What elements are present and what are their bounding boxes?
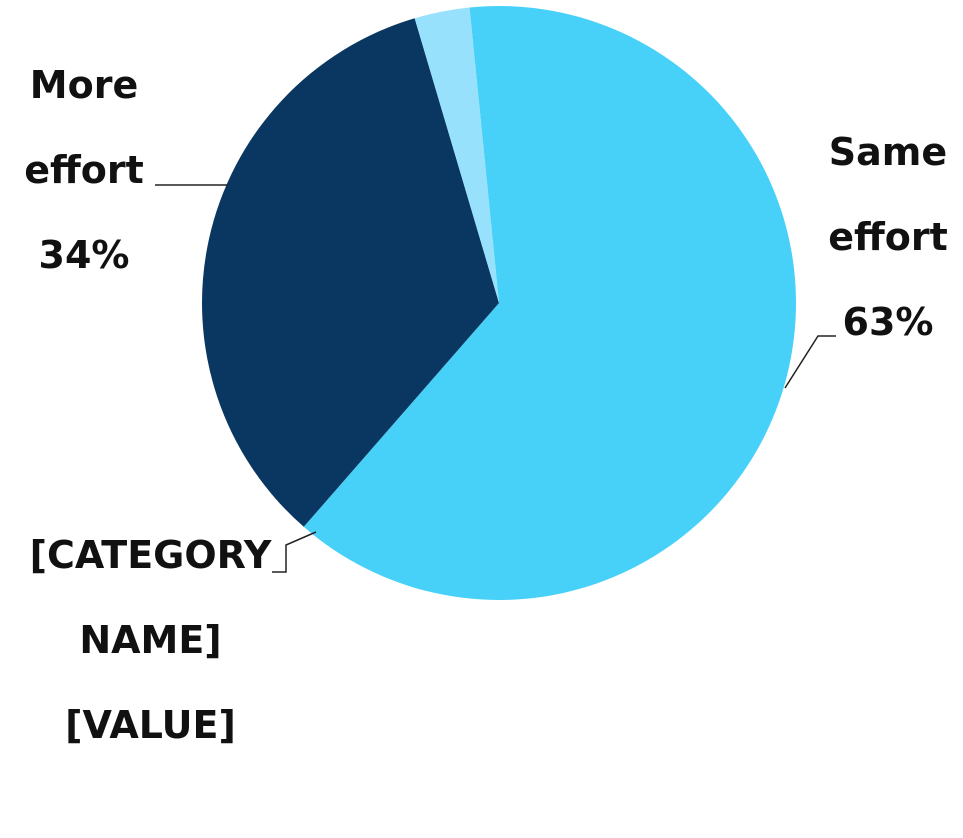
category-label: Same effort <box>828 130 948 259</box>
category-label: [CATEGORY NAME] <box>29 533 272 662</box>
value-label: 63% <box>842 300 934 344</box>
pie-slice <box>201 18 500 527</box>
category-label: More effort <box>24 63 144 192</box>
leader-line <box>784 335 836 389</box>
pie-slice <box>414 7 499 303</box>
pie-slice <box>303 6 796 601</box>
data-label: Same effort 63% <box>818 110 958 365</box>
value-label: [VALUE] <box>65 703 236 747</box>
data-label: [CATEGORY NAME] [VALUE] <box>28 513 273 768</box>
value-label: 34% <box>38 233 130 277</box>
leader-line <box>272 531 317 573</box>
data-label: More effort 34% <box>10 43 158 298</box>
